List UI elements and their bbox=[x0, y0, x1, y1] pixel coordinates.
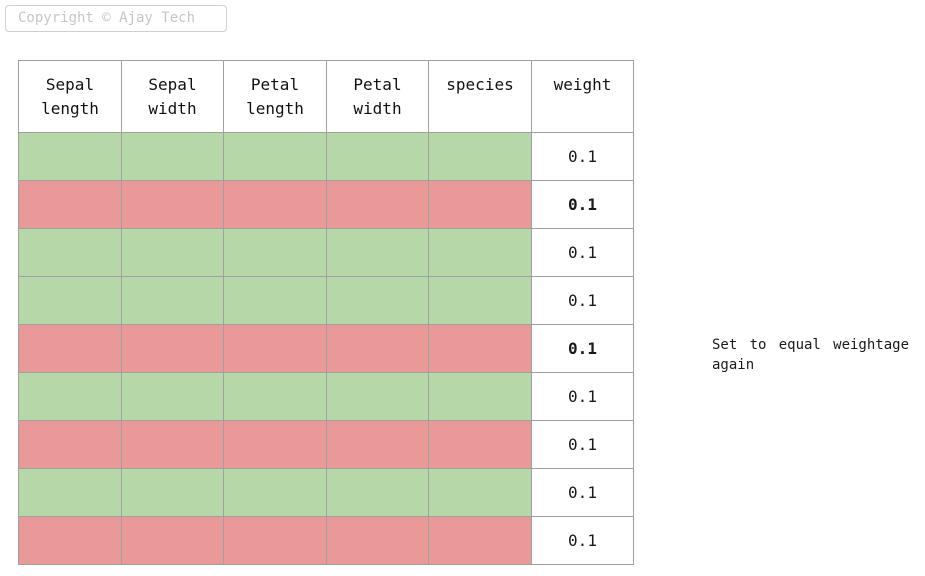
sepal-length-cell bbox=[18, 516, 122, 565]
species-cell bbox=[428, 420, 532, 469]
column-header-sepal-length: Sepal length bbox=[18, 60, 122, 133]
sepal-width-cell bbox=[121, 516, 224, 565]
species-cell bbox=[428, 468, 532, 517]
sepal-width-cell bbox=[121, 420, 224, 469]
sepal-length-cell bbox=[18, 372, 122, 421]
petal-length-cell bbox=[223, 468, 327, 517]
sepal-width-cell bbox=[121, 276, 224, 325]
sepal-length-cell bbox=[18, 420, 122, 469]
petal-width-cell bbox=[326, 468, 429, 517]
sepal-length-cell bbox=[18, 228, 122, 277]
petal-length-cell bbox=[223, 516, 327, 565]
weight-cell: 0.1 bbox=[531, 276, 634, 325]
petal-width-cell bbox=[326, 180, 429, 229]
sepal-width-cell bbox=[121, 132, 224, 181]
petal-length-cell bbox=[223, 228, 327, 277]
weight-cell: 0.1 bbox=[531, 132, 634, 181]
petal-length-cell bbox=[223, 420, 327, 469]
petal-width-cell bbox=[326, 372, 429, 421]
table-row: 0.1 bbox=[18, 276, 634, 325]
column-header-petal-width: Petal width bbox=[326, 60, 429, 133]
sepal-width-cell bbox=[121, 228, 224, 277]
petal-length-cell bbox=[223, 180, 327, 229]
annotation-note: Set to equal weightage again bbox=[712, 337, 909, 373]
petal-width-cell bbox=[326, 420, 429, 469]
petal-length-cell bbox=[223, 132, 327, 181]
sepal-length-cell bbox=[18, 132, 122, 181]
table-row: 0.1 bbox=[18, 372, 634, 421]
column-header-species: species bbox=[428, 60, 532, 133]
table-row: 0.1 bbox=[18, 516, 634, 565]
table-row: 0.1 bbox=[18, 228, 634, 277]
sepal-width-cell bbox=[121, 468, 224, 517]
petal-length-cell bbox=[223, 372, 327, 421]
table-row: 0.1 bbox=[18, 324, 634, 373]
column-header-petal-length: Petal length bbox=[223, 60, 327, 133]
data-table: Sepal length Sepal width Petal length Pe… bbox=[18, 60, 634, 565]
petal-width-cell bbox=[326, 228, 429, 277]
petal-width-cell bbox=[326, 276, 429, 325]
species-cell bbox=[428, 324, 532, 373]
sepal-length-cell bbox=[18, 324, 122, 373]
weight-cell: 0.1 bbox=[531, 516, 634, 565]
weight-cell: 0.1 bbox=[531, 420, 634, 469]
petal-width-cell bbox=[326, 516, 429, 565]
petal-length-cell bbox=[223, 324, 327, 373]
weight-cell: 0.1 bbox=[531, 180, 634, 229]
species-cell bbox=[428, 180, 532, 229]
sepal-width-cell bbox=[121, 180, 224, 229]
weight-cell: 0.1 bbox=[531, 324, 634, 373]
copyright-badge: Copyright © Ajay Tech bbox=[5, 5, 227, 32]
table-body: 0.1 0.1 0.1 0.1 0.1 0.1 0.1 0.1 0.1 bbox=[18, 132, 634, 565]
sepal-width-cell bbox=[121, 324, 224, 373]
sepal-length-cell bbox=[18, 468, 122, 517]
table-row: 0.1 bbox=[18, 420, 634, 469]
table-row: 0.1 bbox=[18, 132, 634, 181]
weight-cell: 0.1 bbox=[531, 468, 634, 517]
column-header-weight: weight bbox=[531, 60, 634, 133]
species-cell bbox=[428, 516, 532, 565]
species-cell bbox=[428, 132, 532, 181]
table-row: 0.1 bbox=[18, 180, 634, 229]
header-row: Sepal length Sepal width Petal length Pe… bbox=[18, 60, 634, 133]
petal-length-cell bbox=[223, 276, 327, 325]
table-row: 0.1 bbox=[18, 468, 634, 517]
petal-width-cell bbox=[326, 132, 429, 181]
column-header-sepal-width: Sepal width bbox=[121, 60, 224, 133]
sepal-width-cell bbox=[121, 372, 224, 421]
sepal-length-cell bbox=[18, 276, 122, 325]
weight-cell: 0.1 bbox=[531, 228, 634, 277]
sepal-length-cell bbox=[18, 180, 122, 229]
weight-cell: 0.1 bbox=[531, 372, 634, 421]
species-cell bbox=[428, 276, 532, 325]
species-cell bbox=[428, 372, 532, 421]
species-cell bbox=[428, 228, 532, 277]
petal-width-cell bbox=[326, 324, 429, 373]
